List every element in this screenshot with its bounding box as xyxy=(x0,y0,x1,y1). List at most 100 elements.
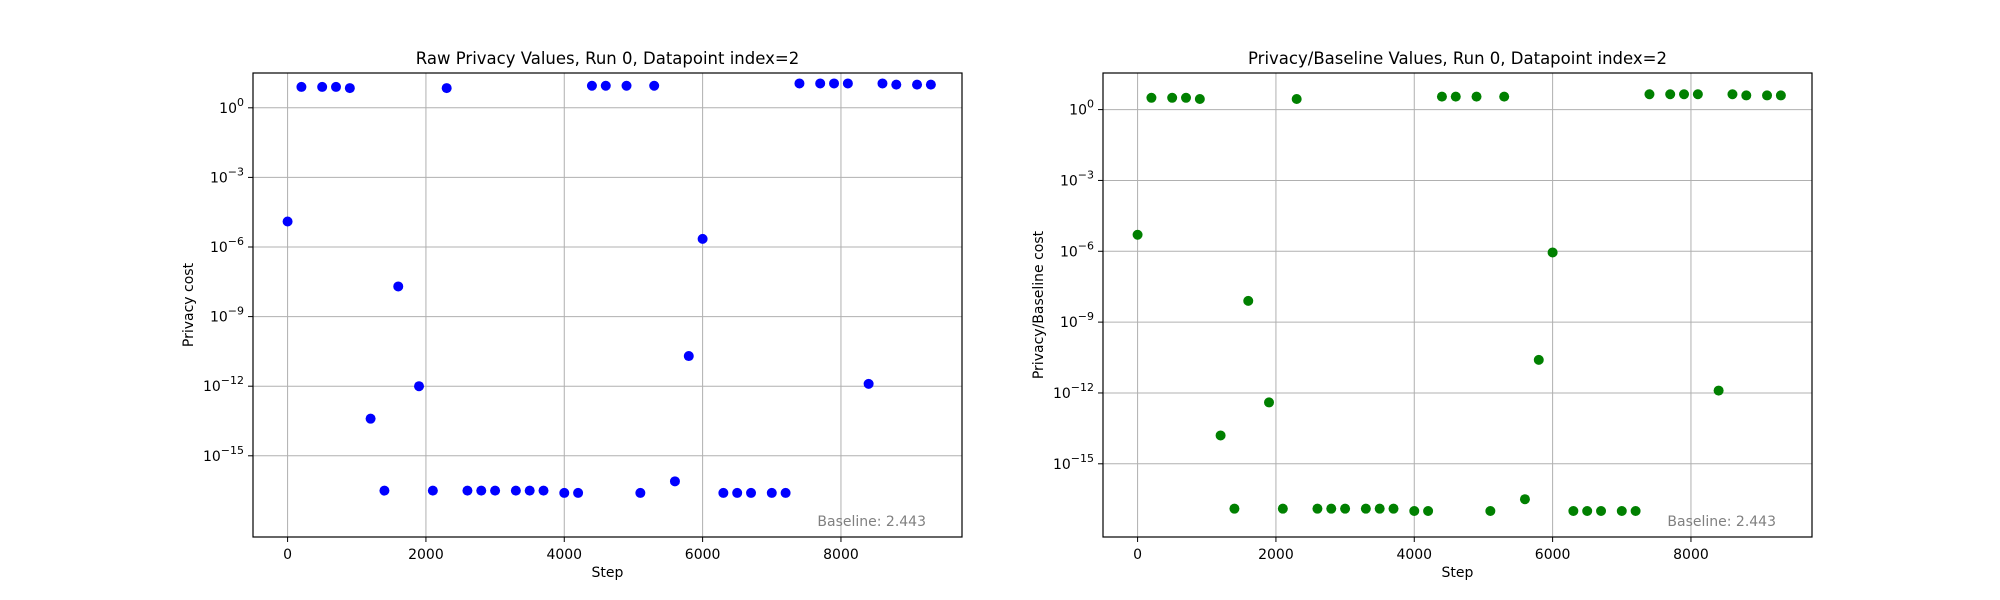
data-point xyxy=(1533,354,1544,365)
subplot-2: 0 2000 4000 6000 8000 100 10−3 10−6 10−9 10−12 10−… xyxy=(1031,49,1813,581)
data-point xyxy=(794,78,805,89)
data-point xyxy=(1291,93,1302,104)
data-point xyxy=(829,78,840,89)
data-point xyxy=(1741,90,1752,101)
data-point xyxy=(1644,89,1655,100)
data-point xyxy=(524,485,535,496)
data-point xyxy=(427,485,438,496)
data-point xyxy=(490,485,501,496)
data-point xyxy=(510,485,521,496)
data-point xyxy=(1727,89,1738,100)
baseline-annotation: Baseline: 2.443 xyxy=(1667,514,1776,530)
data-point xyxy=(1499,91,1510,102)
data-point xyxy=(1215,430,1226,441)
data-point xyxy=(1146,92,1157,103)
data-point xyxy=(1547,247,1558,258)
data-point xyxy=(815,78,826,89)
data-point xyxy=(1326,503,1337,514)
data-point xyxy=(1762,90,1773,101)
data-point xyxy=(1436,91,1447,102)
data-point xyxy=(331,81,342,92)
chart-title: Privacy/Baseline Values, Run 0, Datapoin… xyxy=(1248,49,1667,68)
data-point xyxy=(559,487,570,498)
x-axis-label: Step xyxy=(1442,565,1474,581)
data-point xyxy=(746,487,757,498)
data-point xyxy=(282,216,293,227)
data-point xyxy=(1243,295,1254,306)
data-point xyxy=(1471,91,1482,102)
data-point xyxy=(1582,506,1593,517)
data-point xyxy=(1167,92,1178,103)
x-tick-label: 4000 xyxy=(1396,547,1432,563)
y-tick-label: 10−15 xyxy=(1053,452,1094,473)
data-point xyxy=(669,476,680,487)
x-tick-label: 0 xyxy=(283,547,292,563)
data-point xyxy=(925,79,936,90)
subplot-1: 0 2000 4000 6000 8000 100 10−3 10−6 10−9 10−12 10−… xyxy=(181,49,963,581)
data-point xyxy=(1312,503,1323,514)
data-point xyxy=(1519,494,1530,505)
data-point xyxy=(344,83,355,94)
data-point xyxy=(586,80,597,91)
data-point xyxy=(1485,506,1496,517)
data-point xyxy=(683,351,694,362)
data-point xyxy=(1409,506,1420,517)
data-point xyxy=(1616,506,1627,517)
data-point xyxy=(414,381,425,392)
data-point xyxy=(600,80,611,91)
y-tick-label: 10−15 xyxy=(203,444,244,465)
x-tick-label: 8000 xyxy=(1673,547,1709,563)
data-point xyxy=(441,83,452,94)
data-point xyxy=(697,233,708,244)
data-point xyxy=(1775,90,1786,101)
data-point xyxy=(780,487,791,498)
baseline-annotation: Baseline: 2.443 xyxy=(817,514,926,530)
plot-frame xyxy=(1102,72,1813,538)
data-point xyxy=(379,485,390,496)
x-tick-label: 4000 xyxy=(546,547,582,563)
data-point xyxy=(912,79,923,90)
data-point xyxy=(1423,506,1434,517)
data-point xyxy=(1713,385,1724,396)
y-tick-label: 10−9 xyxy=(210,305,244,326)
y-tick-label: 100 xyxy=(219,96,244,117)
data-point xyxy=(1692,89,1703,100)
y-tick-label: 10−6 xyxy=(210,235,244,256)
x-tick-label: 2000 xyxy=(1258,547,1294,563)
data-point xyxy=(1132,229,1143,240)
data-point xyxy=(1264,397,1275,408)
data-point xyxy=(296,81,307,92)
data-point xyxy=(635,487,646,498)
data-point xyxy=(1568,506,1579,517)
data-point xyxy=(1665,89,1676,100)
data-point xyxy=(462,485,473,496)
plot-frame xyxy=(252,72,963,538)
data-point xyxy=(573,487,584,498)
x-tick-label: 0 xyxy=(1133,547,1142,563)
data-point xyxy=(393,281,404,292)
x-axis-label: Step xyxy=(592,565,624,581)
y-axis-label: Privacy cost xyxy=(181,262,197,347)
data-point xyxy=(718,487,729,498)
x-tick-label: 6000 xyxy=(685,547,721,563)
data-point xyxy=(732,487,743,498)
data-point xyxy=(476,485,487,496)
data-point xyxy=(1277,503,1288,514)
y-tick-label: 10−12 xyxy=(1053,381,1094,402)
x-tick-label: 8000 xyxy=(823,547,859,563)
data-point xyxy=(1679,89,1690,100)
x-tick-label: 6000 xyxy=(1535,547,1571,563)
data-point xyxy=(877,78,888,89)
data-point xyxy=(863,378,874,389)
data-point xyxy=(1388,503,1399,514)
data-point xyxy=(1229,503,1240,514)
x-tick-label: 2000 xyxy=(408,547,444,563)
data-point xyxy=(365,413,376,424)
data-point xyxy=(891,79,902,90)
y-axis-label: Privacy/Baseline cost xyxy=(1031,230,1047,379)
data-point xyxy=(317,81,328,92)
data-point xyxy=(842,78,853,89)
data-point xyxy=(1596,506,1607,517)
y-tick-label: 10−6 xyxy=(1060,239,1094,260)
